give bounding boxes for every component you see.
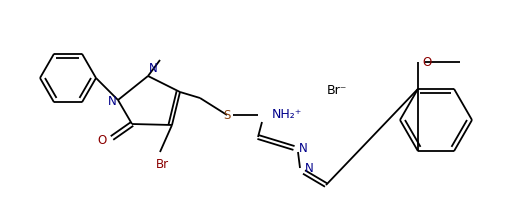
Text: N: N <box>305 161 314 174</box>
Text: O: O <box>422 56 431 69</box>
Text: Br⁻: Br⁻ <box>327 83 347 97</box>
Text: N: N <box>299 141 308 155</box>
Text: Br: Br <box>155 158 168 171</box>
Text: O: O <box>98 133 107 147</box>
Text: S: S <box>223 109 231 121</box>
Text: N: N <box>108 95 117 107</box>
Text: N: N <box>149 62 158 75</box>
Text: NH₂⁺: NH₂⁺ <box>272 107 302 121</box>
